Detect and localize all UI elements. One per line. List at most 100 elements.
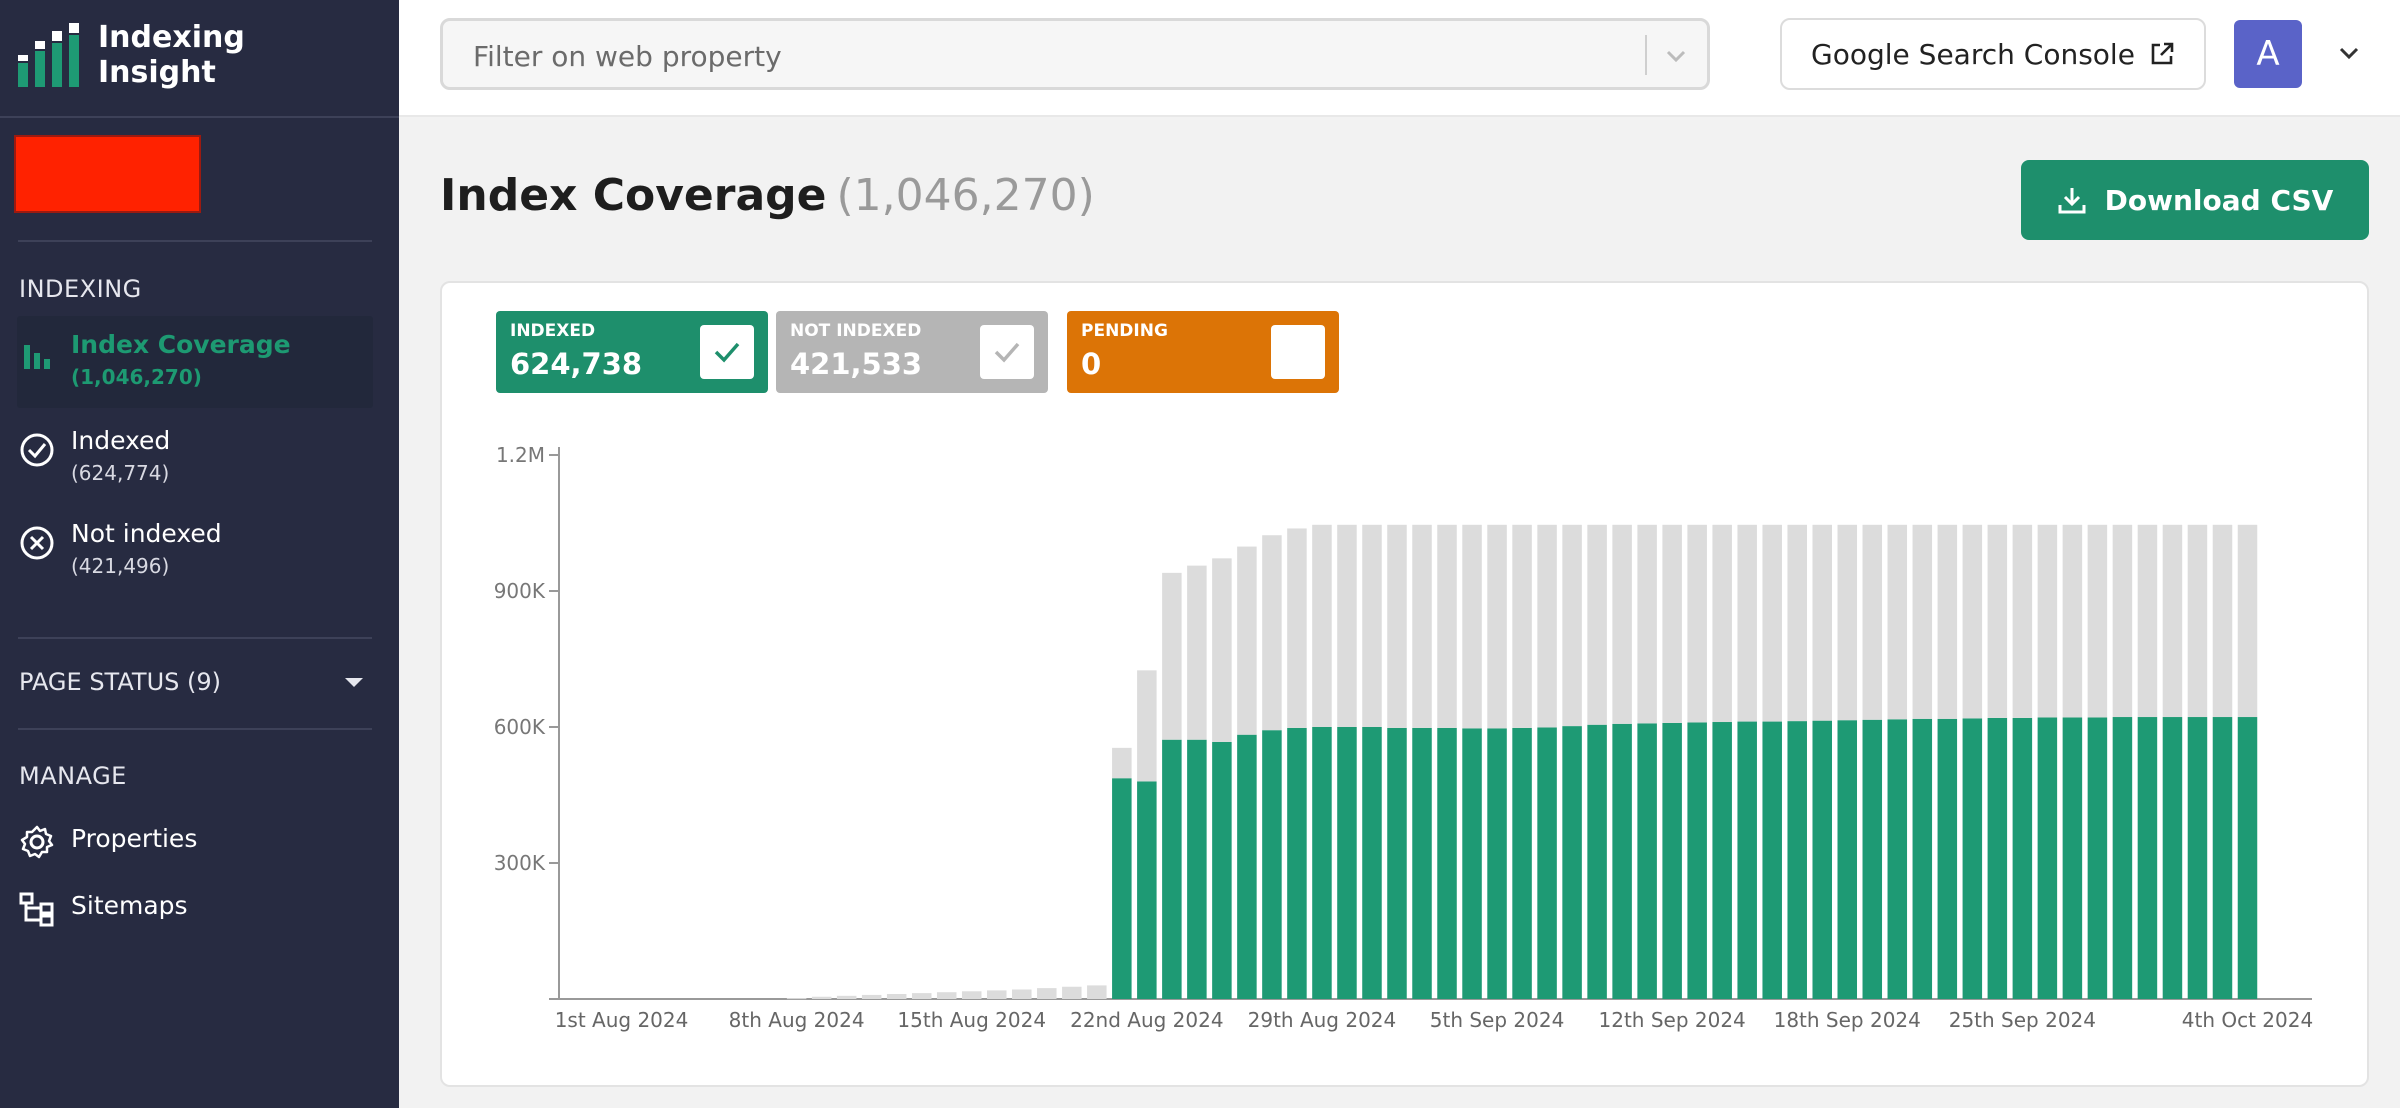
property-filter-select[interactable]: Filter on web property (440, 18, 1710, 90)
tile-not-indexed[interactable]: NOT INDEXED 421,533 (776, 311, 1048, 393)
brand[interactable]: Indexing Insight (18, 20, 245, 90)
sidebar-item-sitemaps[interactable]: Sitemaps (17, 891, 373, 929)
bar-indexed[interactable] (2112, 717, 2133, 999)
bar-indexed[interactable] (1862, 719, 1883, 999)
bar-not-indexed[interactable] (2012, 524, 2033, 718)
bar-indexed[interactable] (2137, 717, 2158, 999)
bar-not-indexed[interactable] (1237, 546, 1257, 735)
bar-indexed[interactable] (1987, 717, 2008, 999)
bar-indexed[interactable] (1812, 720, 1832, 999)
bar-indexed[interactable] (1912, 718, 1933, 999)
bar-indexed[interactable] (1537, 727, 1557, 999)
bar-not-indexed[interactable] (1312, 524, 1332, 727)
bar-indexed[interactable] (1212, 741, 1232, 999)
tile-indexed[interactable]: INDEXED 624,738 (496, 311, 768, 393)
bar-not-indexed[interactable] (1587, 524, 1607, 725)
tile-checkbox[interactable] (700, 325, 754, 379)
bar-not-indexed[interactable] (2137, 524, 2158, 718)
chevron-down-icon[interactable] (2336, 40, 2362, 66)
bar-indexed[interactable] (2162, 717, 2183, 999)
bar-not-indexed[interactable] (2112, 524, 2133, 718)
bar-indexed[interactable] (1162, 739, 1182, 999)
bar-not-indexed[interactable] (1712, 524, 1732, 723)
bar-indexed[interactable] (1637, 723, 1657, 999)
bar-not-indexed[interactable] (1887, 524, 1908, 720)
bar-not-indexed[interactable] (2212, 524, 2233, 718)
bar-indexed[interactable] (1287, 727, 1307, 999)
bar-indexed[interactable] (1412, 727, 1432, 999)
bar-not-indexed[interactable] (1437, 524, 1457, 728)
bar-not-indexed[interactable] (1387, 524, 1407, 728)
bar-not-indexed[interactable] (1987, 524, 2008, 718)
bar-not-indexed[interactable] (2237, 524, 2258, 718)
bar-not-indexed[interactable] (1537, 524, 1557, 728)
bar-not-indexed[interactable] (1512, 524, 1532, 728)
tile-checkbox[interactable] (980, 325, 1034, 379)
bar-not-indexed[interactable] (1487, 524, 1507, 729)
bar-indexed[interactable] (1787, 721, 1807, 999)
bar-indexed[interactable] (1587, 724, 1607, 999)
bar-not-indexed[interactable] (1837, 524, 1858, 721)
bar-not-indexed[interactable] (1937, 524, 1958, 719)
download-csv-button[interactable]: Download CSV (2021, 160, 2369, 240)
bar-indexed[interactable] (1762, 721, 1782, 999)
bar-not-indexed[interactable] (861, 994, 882, 999)
bar-not-indexed[interactable] (1787, 524, 1807, 722)
google-search-console-button[interactable]: Google Search Console (1780, 18, 2206, 90)
bar-not-indexed[interactable] (836, 995, 857, 999)
bar-not-indexed[interactable] (2187, 524, 2208, 718)
bar-not-indexed[interactable] (1087, 985, 1107, 999)
bar-indexed[interactable] (1187, 739, 1207, 999)
bar-not-indexed[interactable] (1462, 524, 1482, 729)
bar-indexed[interactable] (1437, 727, 1457, 999)
bar-not-indexed[interactable] (1962, 524, 1983, 719)
bar-not-indexed[interactable] (811, 996, 832, 999)
chevron-down-icon[interactable] (1663, 43, 1689, 69)
bar-not-indexed[interactable] (1637, 524, 1657, 724)
sidebar-item-not-indexed[interactable]: Not indexed (421,496) (17, 519, 373, 578)
page-status-dropdown[interactable]: PAGE STATUS (9) (19, 668, 369, 696)
bar-not-indexed[interactable] (911, 993, 932, 999)
sidebar-item-properties[interactable]: Properties (17, 824, 373, 862)
bar-indexed[interactable] (2037, 717, 2058, 999)
bar-not-indexed[interactable] (1012, 989, 1032, 999)
bar-not-indexed[interactable] (1287, 528, 1307, 728)
sidebar-item-indexed[interactable]: Indexed (624,774) (17, 426, 373, 485)
bar-indexed[interactable] (1887, 719, 1908, 999)
bar-indexed[interactable] (2187, 717, 2208, 999)
bar-indexed[interactable] (1562, 726, 1582, 999)
bar-indexed[interactable] (1487, 728, 1507, 999)
bar-indexed[interactable] (1462, 728, 1482, 999)
bar-not-indexed[interactable] (1562, 524, 1582, 727)
bar-not-indexed[interactable] (1662, 524, 1682, 723)
bar-indexed[interactable] (1512, 727, 1532, 999)
bar-indexed[interactable] (1112, 778, 1132, 999)
bar-indexed[interactable] (1387, 727, 1407, 999)
bar-indexed[interactable] (1612, 723, 1632, 999)
bar-not-indexed[interactable] (1362, 524, 1382, 727)
sidebar-item-index-coverage[interactable]: Index Coverage (1,046,270) (17, 316, 373, 408)
bar-indexed[interactable] (1262, 730, 1282, 999)
bar-not-indexed[interactable] (1737, 524, 1757, 722)
bar-not-indexed[interactable] (1062, 986, 1082, 999)
bar-not-indexed[interactable] (1812, 524, 1832, 721)
bar-not-indexed[interactable] (886, 994, 907, 999)
bar-indexed[interactable] (2237, 717, 2258, 999)
bar-not-indexed[interactable] (936, 992, 957, 999)
bar-indexed[interactable] (1737, 721, 1757, 999)
bar-not-indexed[interactable] (2087, 524, 2108, 718)
bar-indexed[interactable] (2087, 717, 2108, 999)
avatar[interactable]: A (2234, 20, 2302, 88)
bar-not-indexed[interactable] (1262, 535, 1282, 731)
bar-indexed[interactable] (1937, 718, 1958, 999)
bar-indexed[interactable] (1312, 727, 1332, 999)
bar-not-indexed[interactable] (1162, 572, 1182, 740)
bar-not-indexed[interactable] (1337, 524, 1357, 727)
bar-not-indexed[interactable] (1137, 670, 1157, 782)
bar-indexed[interactable] (1362, 727, 1382, 999)
bar-indexed[interactable] (1962, 718, 1983, 999)
bar-indexed[interactable] (2012, 717, 2033, 999)
bar-not-indexed[interactable] (1212, 558, 1232, 742)
bar-indexed[interactable] (1712, 722, 1732, 999)
bar-not-indexed[interactable] (1037, 988, 1057, 999)
